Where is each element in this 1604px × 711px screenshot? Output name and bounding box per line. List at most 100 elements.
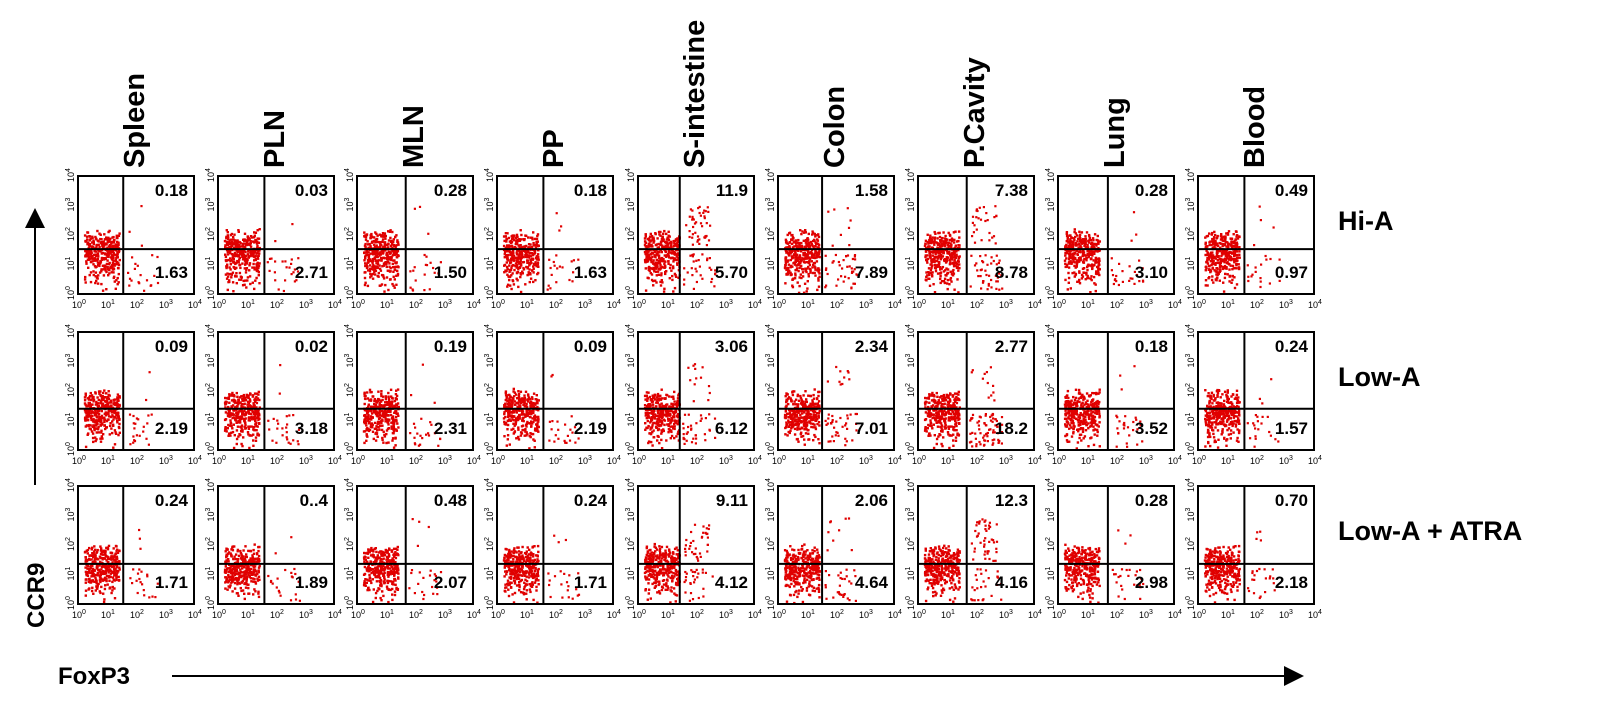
data-point: [1138, 280, 1141, 283]
data-point: [110, 242, 113, 245]
data-point: [93, 250, 96, 253]
data-point: [517, 426, 520, 429]
data-point: [97, 413, 100, 416]
data-point: [86, 419, 90, 422]
data-point: [532, 271, 535, 274]
data-point: [375, 244, 378, 247]
data-point: [977, 217, 980, 220]
data-point: [87, 411, 91, 414]
data-point: [1079, 251, 1082, 254]
data-point: [1070, 243, 1073, 247]
data-point: [672, 260, 675, 263]
data-point: [255, 263, 258, 266]
data-point: [394, 410, 397, 413]
data-point: [1259, 219, 1262, 222]
data-point: [803, 253, 807, 257]
data-point: [103, 233, 106, 236]
data-point: [108, 249, 111, 252]
data-point: [537, 399, 540, 402]
data-point: [1226, 233, 1230, 236]
data-point: [1211, 254, 1215, 257]
data-point: [1079, 258, 1082, 261]
data-point: [804, 231, 807, 234]
data-point: [1222, 249, 1226, 252]
data-point: [246, 279, 249, 282]
data-point: [1112, 282, 1115, 286]
data-point: [994, 274, 997, 277]
data-point: [996, 280, 999, 283]
data-point: [951, 273, 954, 276]
data-point: [365, 416, 368, 420]
data-point: [817, 285, 821, 288]
data-point: [88, 414, 92, 418]
data-point: [238, 416, 241, 419]
data-point: [230, 431, 233, 434]
data-point: [950, 246, 953, 249]
data-point: [101, 437, 104, 440]
data-point: [1080, 231, 1084, 234]
data-point: [663, 287, 666, 290]
data-point: [667, 260, 670, 263]
data-point: [227, 397, 231, 400]
data-point: [1082, 271, 1086, 274]
data-point: [931, 275, 934, 278]
data-point: [231, 271, 235, 274]
data-point: [244, 426, 248, 430]
data-point: [533, 251, 537, 254]
data-point: [939, 281, 942, 285]
scatter-dots: [502, 373, 580, 450]
data-point: [116, 399, 119, 403]
data-point: [1084, 254, 1087, 257]
data-point: [1066, 288, 1069, 291]
data-point: [366, 409, 369, 413]
data-point: [393, 278, 396, 281]
data-point: [945, 260, 949, 263]
data-point: [1212, 281, 1215, 284]
data-point: [232, 404, 235, 407]
data-point: [229, 419, 232, 422]
data-point: [691, 253, 694, 257]
y-tick-label: 104: [205, 168, 216, 182]
data-point: [853, 255, 856, 258]
data-point: [1072, 243, 1075, 246]
data-point: [1212, 242, 1215, 246]
data-point: [805, 241, 808, 244]
data-point: [239, 242, 242, 245]
data-point: [955, 240, 959, 243]
data-point: [230, 273, 234, 276]
x-tick-label: 101: [661, 299, 675, 310]
data-point: [232, 246, 236, 250]
data-point: [380, 414, 384, 417]
data-point: [1232, 252, 1236, 255]
data-point: [100, 414, 104, 418]
data-point: [1086, 274, 1089, 278]
data-point: [518, 238, 521, 241]
data-point: [86, 251, 89, 254]
data-point: [254, 279, 257, 282]
data-point: [643, 237, 647, 240]
data-point: [258, 398, 261, 402]
data-point: [936, 237, 939, 240]
data-point: [93, 409, 96, 412]
data-point: [850, 267, 853, 270]
data-point: [116, 256, 119, 259]
data-point: [552, 260, 555, 264]
x-tick-label: 102: [130, 455, 144, 466]
data-point: [1235, 283, 1239, 286]
data-point: [1132, 211, 1136, 214]
data-point: [652, 259, 655, 262]
data-point: [110, 241, 113, 244]
data-point: [257, 264, 261, 268]
data-point: [237, 230, 240, 233]
data-point: [788, 241, 792, 244]
data-point: [943, 245, 947, 248]
y-tick-label: 100: [905, 286, 916, 300]
data-point: [931, 236, 934, 239]
data-point: [1211, 240, 1214, 243]
data-point: [366, 397, 370, 400]
data-point: [1090, 263, 1094, 266]
data-point: [115, 236, 118, 240]
data-point: [947, 252, 950, 255]
data-point: [503, 405, 506, 409]
data-point: [145, 279, 149, 282]
